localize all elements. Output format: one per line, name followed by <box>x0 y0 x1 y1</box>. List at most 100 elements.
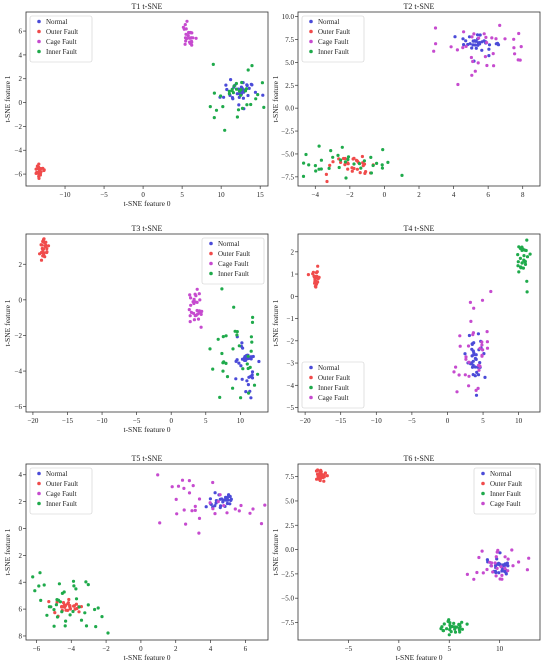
data-point <box>68 607 72 611</box>
data-point <box>472 353 476 357</box>
data-point <box>46 244 51 248</box>
data-point <box>235 115 239 119</box>
data-point <box>475 33 480 37</box>
data-point <box>470 73 474 77</box>
y-tick-label: 0 <box>291 293 295 301</box>
data-point <box>184 39 188 43</box>
data-point <box>473 69 477 73</box>
data-point <box>71 579 76 583</box>
data-point <box>328 163 332 167</box>
data-point <box>503 563 507 567</box>
y-tick-label: −7.5 <box>281 173 294 181</box>
legend-label: Cage Fault <box>318 38 349 46</box>
data-point <box>86 603 90 607</box>
data-point <box>225 498 229 502</box>
data-point <box>239 396 243 400</box>
data-point <box>516 264 520 268</box>
data-point <box>250 370 255 374</box>
data-point <box>64 608 68 612</box>
data-point <box>246 366 250 371</box>
data-point <box>181 25 185 29</box>
data-point <box>232 84 236 88</box>
data-point <box>74 587 78 591</box>
legend-marker <box>37 501 41 506</box>
data-point <box>485 558 489 562</box>
data-point <box>361 164 365 168</box>
data-point <box>450 624 454 629</box>
panel-1: T1 t-SNE −10 −5 0 5 10 15 −6 −4 −2 0 2 4 6 t-SNE featu… <box>3 2 269 208</box>
data-point <box>37 176 41 180</box>
y-tick-label: 10.0 <box>282 13 295 21</box>
y-tick-label: 7.5 <box>285 473 294 481</box>
data-point <box>74 597 79 601</box>
data-point <box>208 347 212 351</box>
data-point <box>476 373 481 377</box>
series-outer-fault <box>34 162 46 180</box>
data-point <box>249 349 253 353</box>
data-point <box>461 46 465 50</box>
legend: Normal Outer Fault Cage Fault Inner Fault <box>29 15 93 63</box>
data-point <box>375 161 379 165</box>
data-point <box>77 605 81 609</box>
data-point <box>218 493 222 497</box>
data-point <box>190 43 194 47</box>
y-tick-label: 0 <box>19 296 23 304</box>
data-point <box>494 574 498 578</box>
data-point <box>240 106 245 110</box>
data-point <box>448 628 452 632</box>
y-axis-label: t-SNE feature 1 <box>3 75 12 122</box>
data-point <box>467 374 471 378</box>
data-point <box>500 573 504 578</box>
data-point <box>400 173 404 177</box>
data-point <box>194 313 198 317</box>
data-point <box>510 548 514 552</box>
data-point <box>476 363 481 367</box>
data-point <box>523 262 528 266</box>
data-point <box>41 238 46 242</box>
x-tick-label: −10 <box>371 417 382 425</box>
data-point <box>457 373 461 377</box>
data-point <box>492 64 496 68</box>
legend-marker <box>309 49 313 54</box>
data-point <box>474 393 479 397</box>
data-point <box>250 64 254 68</box>
chart-title: T2 t-SNE <box>404 2 435 11</box>
data-point <box>315 472 320 476</box>
data-point <box>195 287 199 291</box>
data-point <box>485 340 489 344</box>
data-point <box>518 256 523 260</box>
data-point <box>485 41 489 45</box>
x-tick-label: −5 <box>408 417 416 425</box>
data-point <box>233 507 237 511</box>
data-point <box>343 160 347 164</box>
y-tick-label: 6 <box>19 28 23 36</box>
data-point <box>457 623 461 627</box>
data-point <box>237 103 241 107</box>
data-point <box>318 478 322 483</box>
data-point <box>245 362 249 366</box>
data-point <box>62 603 66 607</box>
data-point <box>513 52 517 56</box>
series-cage-fault <box>156 473 267 535</box>
y-tick-label: −2.5 <box>281 570 294 578</box>
data-point <box>331 160 335 164</box>
x-tick-label: 0 <box>397 645 401 653</box>
data-point <box>183 42 187 46</box>
data-point <box>43 244 47 248</box>
y-tick-label: 2.5 <box>285 522 294 530</box>
x-tick-label: −5 <box>133 417 141 425</box>
data-point <box>93 607 97 612</box>
data-point <box>239 503 243 508</box>
data-point <box>63 624 67 628</box>
data-point <box>246 93 250 98</box>
data-point <box>464 39 468 43</box>
data-point <box>478 361 482 365</box>
data-point <box>480 549 484 553</box>
chart-title: T6 t-SNE <box>404 454 435 463</box>
data-point <box>340 145 344 149</box>
legend-label: Outer Fault <box>218 250 250 258</box>
data-point <box>250 320 255 324</box>
data-point <box>381 148 385 152</box>
data-point <box>500 577 504 581</box>
data-point <box>464 44 468 49</box>
